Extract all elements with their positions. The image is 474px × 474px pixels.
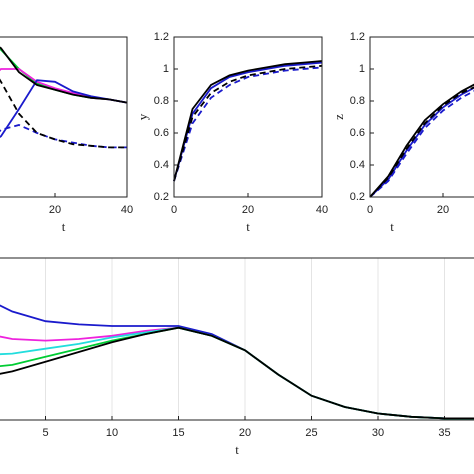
line-series — [0, 326, 474, 420]
x-axis-label: t — [246, 219, 250, 234]
line-series — [369, 90, 474, 198]
line-series — [173, 61, 323, 182]
subplot: 20 40 t — [0, 36, 133, 234]
x-tick-label: 30 — [372, 427, 384, 439]
x-tick-label: 40 — [121, 204, 133, 216]
line-series — [0, 326, 474, 420]
x-tick-label: 15 — [172, 427, 184, 439]
x-tick-label: 35 — [438, 427, 450, 439]
axes-box — [0, 36, 128, 198]
x-tick-label: 25 — [305, 427, 317, 439]
x-axis-label: t — [62, 219, 66, 234]
x-axis-label: t — [235, 442, 239, 457]
line-series — [369, 86, 474, 198]
x-tick-label: 0 — [171, 204, 177, 216]
x-tick-label: 20 — [242, 204, 254, 216]
y-tick-label: 1.2 — [350, 31, 365, 43]
x-axis-label: t — [390, 219, 394, 234]
x-tick-label: 40 — [316, 204, 328, 216]
y-tick-label: 0.4 — [154, 159, 169, 171]
line-series — [0, 326, 474, 420]
subplot: 0 20 40 0.2 0.4 0.6 0.8 1 1.2 t y — [135, 31, 328, 234]
line-series — [0, 326, 474, 420]
y-tick-label: 1 — [359, 63, 365, 75]
line-series — [173, 60, 323, 182]
y-tick-label: 0.2 — [154, 191, 169, 203]
y-axis-label: y — [135, 113, 150, 120]
axes-box — [0, 257, 474, 421]
x-tick-label: 0 — [367, 204, 373, 216]
x-tick-label: 5 — [42, 427, 48, 439]
subplot: 0 20 0.2 0.4 0.6 0.8 1 1.2 t z — [331, 31, 474, 234]
x-tick-label: 20 — [239, 427, 251, 439]
line-series — [173, 66, 323, 182]
subplot: 5 10 15 20 25 30 35 t — [0, 257, 474, 457]
axes-box — [173, 36, 323, 198]
y-tick-label: 0.4 — [350, 159, 365, 171]
line-series — [0, 78, 127, 149]
x-tick-label: 20 — [437, 204, 449, 216]
axes-box — [369, 36, 474, 198]
y-tick-label: 1.2 — [154, 31, 169, 43]
line-series — [173, 64, 323, 182]
x-tick-label: 20 — [49, 204, 61, 216]
line-series — [369, 83, 474, 198]
y-tick-label: 1 — [163, 63, 169, 75]
y-tick-label: 0.8 — [350, 95, 365, 107]
line-series — [0, 304, 474, 420]
y-axis-label: z — [331, 114, 346, 120]
y-tick-label: 0.6 — [350, 127, 365, 139]
line-series — [0, 46, 128, 104]
line-series — [0, 124, 127, 149]
x-tick-label: 10 — [106, 427, 118, 439]
y-tick-label: 0.2 — [350, 191, 365, 203]
y-tick-label: 0.8 — [154, 95, 169, 107]
y-tick-label: 0.6 — [154, 127, 169, 139]
